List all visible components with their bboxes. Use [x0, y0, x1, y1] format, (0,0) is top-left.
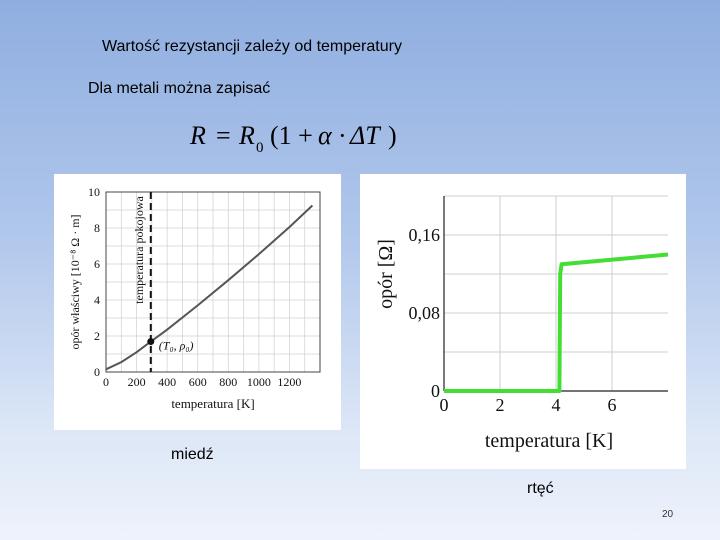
formula-close: )	[388, 121, 397, 150]
y-tick-label: 0	[94, 365, 100, 379]
copper-chart-panel: 0 200 400 600 800 1000 1200 0 2 4 6 8 10 temperatura …	[54, 174, 341, 430]
mercury-chart-panel: 0 2 4 6 0 0,08 0,16 temperatura [K] opór [Ω]	[360, 174, 686, 469]
x-tick-label: 0	[440, 395, 449, 415]
x-tick-label: 2	[496, 395, 505, 415]
x-tick-label: 400	[158, 375, 176, 389]
y-tick-label: 0	[431, 381, 440, 401]
y-tick-label: 2	[94, 329, 100, 343]
formula-open: (1 +	[270, 121, 313, 150]
y-tick-label: 0,16	[409, 225, 441, 245]
x-tick-label: 4	[552, 395, 561, 415]
x-tick-label: 1200	[277, 375, 301, 389]
slide-subtitle: Dla metali można zapisać	[88, 80, 271, 97]
y-axis-title: opór [Ω]	[375, 239, 397, 309]
y-tick-label: 10	[88, 185, 100, 199]
reference-point	[147, 338, 155, 346]
x-axis-title: temperatura [K]	[171, 396, 254, 411]
formula-r0-subscript: 0	[256, 140, 264, 156]
plot-frame	[105, 191, 321, 373]
room-temperature-label: temperatura pokojowa	[132, 196, 146, 304]
x-tick-label: 800	[219, 375, 237, 389]
formula-r0: R	[238, 121, 255, 150]
copper-resistivity-chart: 0 200 400 600 800 1000 1200 0 2 4 6 8 10 temperatura …	[68, 185, 321, 411]
slide-title: Wartość rezystancji zależy od temperatur…	[102, 38, 402, 55]
formula-equals: =	[216, 121, 231, 150]
x-tick-label: 0	[103, 375, 109, 389]
x-tick-label: 6	[608, 395, 617, 415]
page-number: 20	[662, 509, 674, 520]
copper-resistivity-line	[105, 204, 314, 371]
y-tick-label: 8	[94, 221, 100, 235]
y-tick-label: 0,08	[409, 303, 441, 323]
y-axis-title: opór właściwy [10⁻⁸ Ω · m]	[68, 214, 82, 349]
x-tick-label: 1000	[247, 375, 271, 389]
formula-alpha: α	[318, 121, 333, 150]
mercury-resistance-chart: 0 2 4 6 0 0,08 0,16 temperatura [K] opór [Ω]	[375, 195, 669, 452]
x-tick-label: 600	[189, 375, 207, 389]
formula-dot: ·	[338, 121, 347, 150]
mercury-label: rtęć	[527, 480, 554, 497]
formula-delta-t: ΔT	[349, 121, 381, 150]
x-tick-label: 200	[128, 375, 146, 389]
formula-r: R	[189, 121, 206, 150]
x-axis-title: temperatura [K]	[485, 430, 613, 452]
mercury-resistance-line	[444, 252, 669, 393]
copper-label: miedź	[171, 446, 214, 463]
resistance-formula: R = R 0 (1 + α · ΔT )	[189, 121, 397, 156]
reference-point-label: (T₀, ρ₀)	[159, 339, 194, 353]
y-tick-label: 4	[94, 293, 100, 307]
y-tick-label: 6	[94, 257, 100, 271]
